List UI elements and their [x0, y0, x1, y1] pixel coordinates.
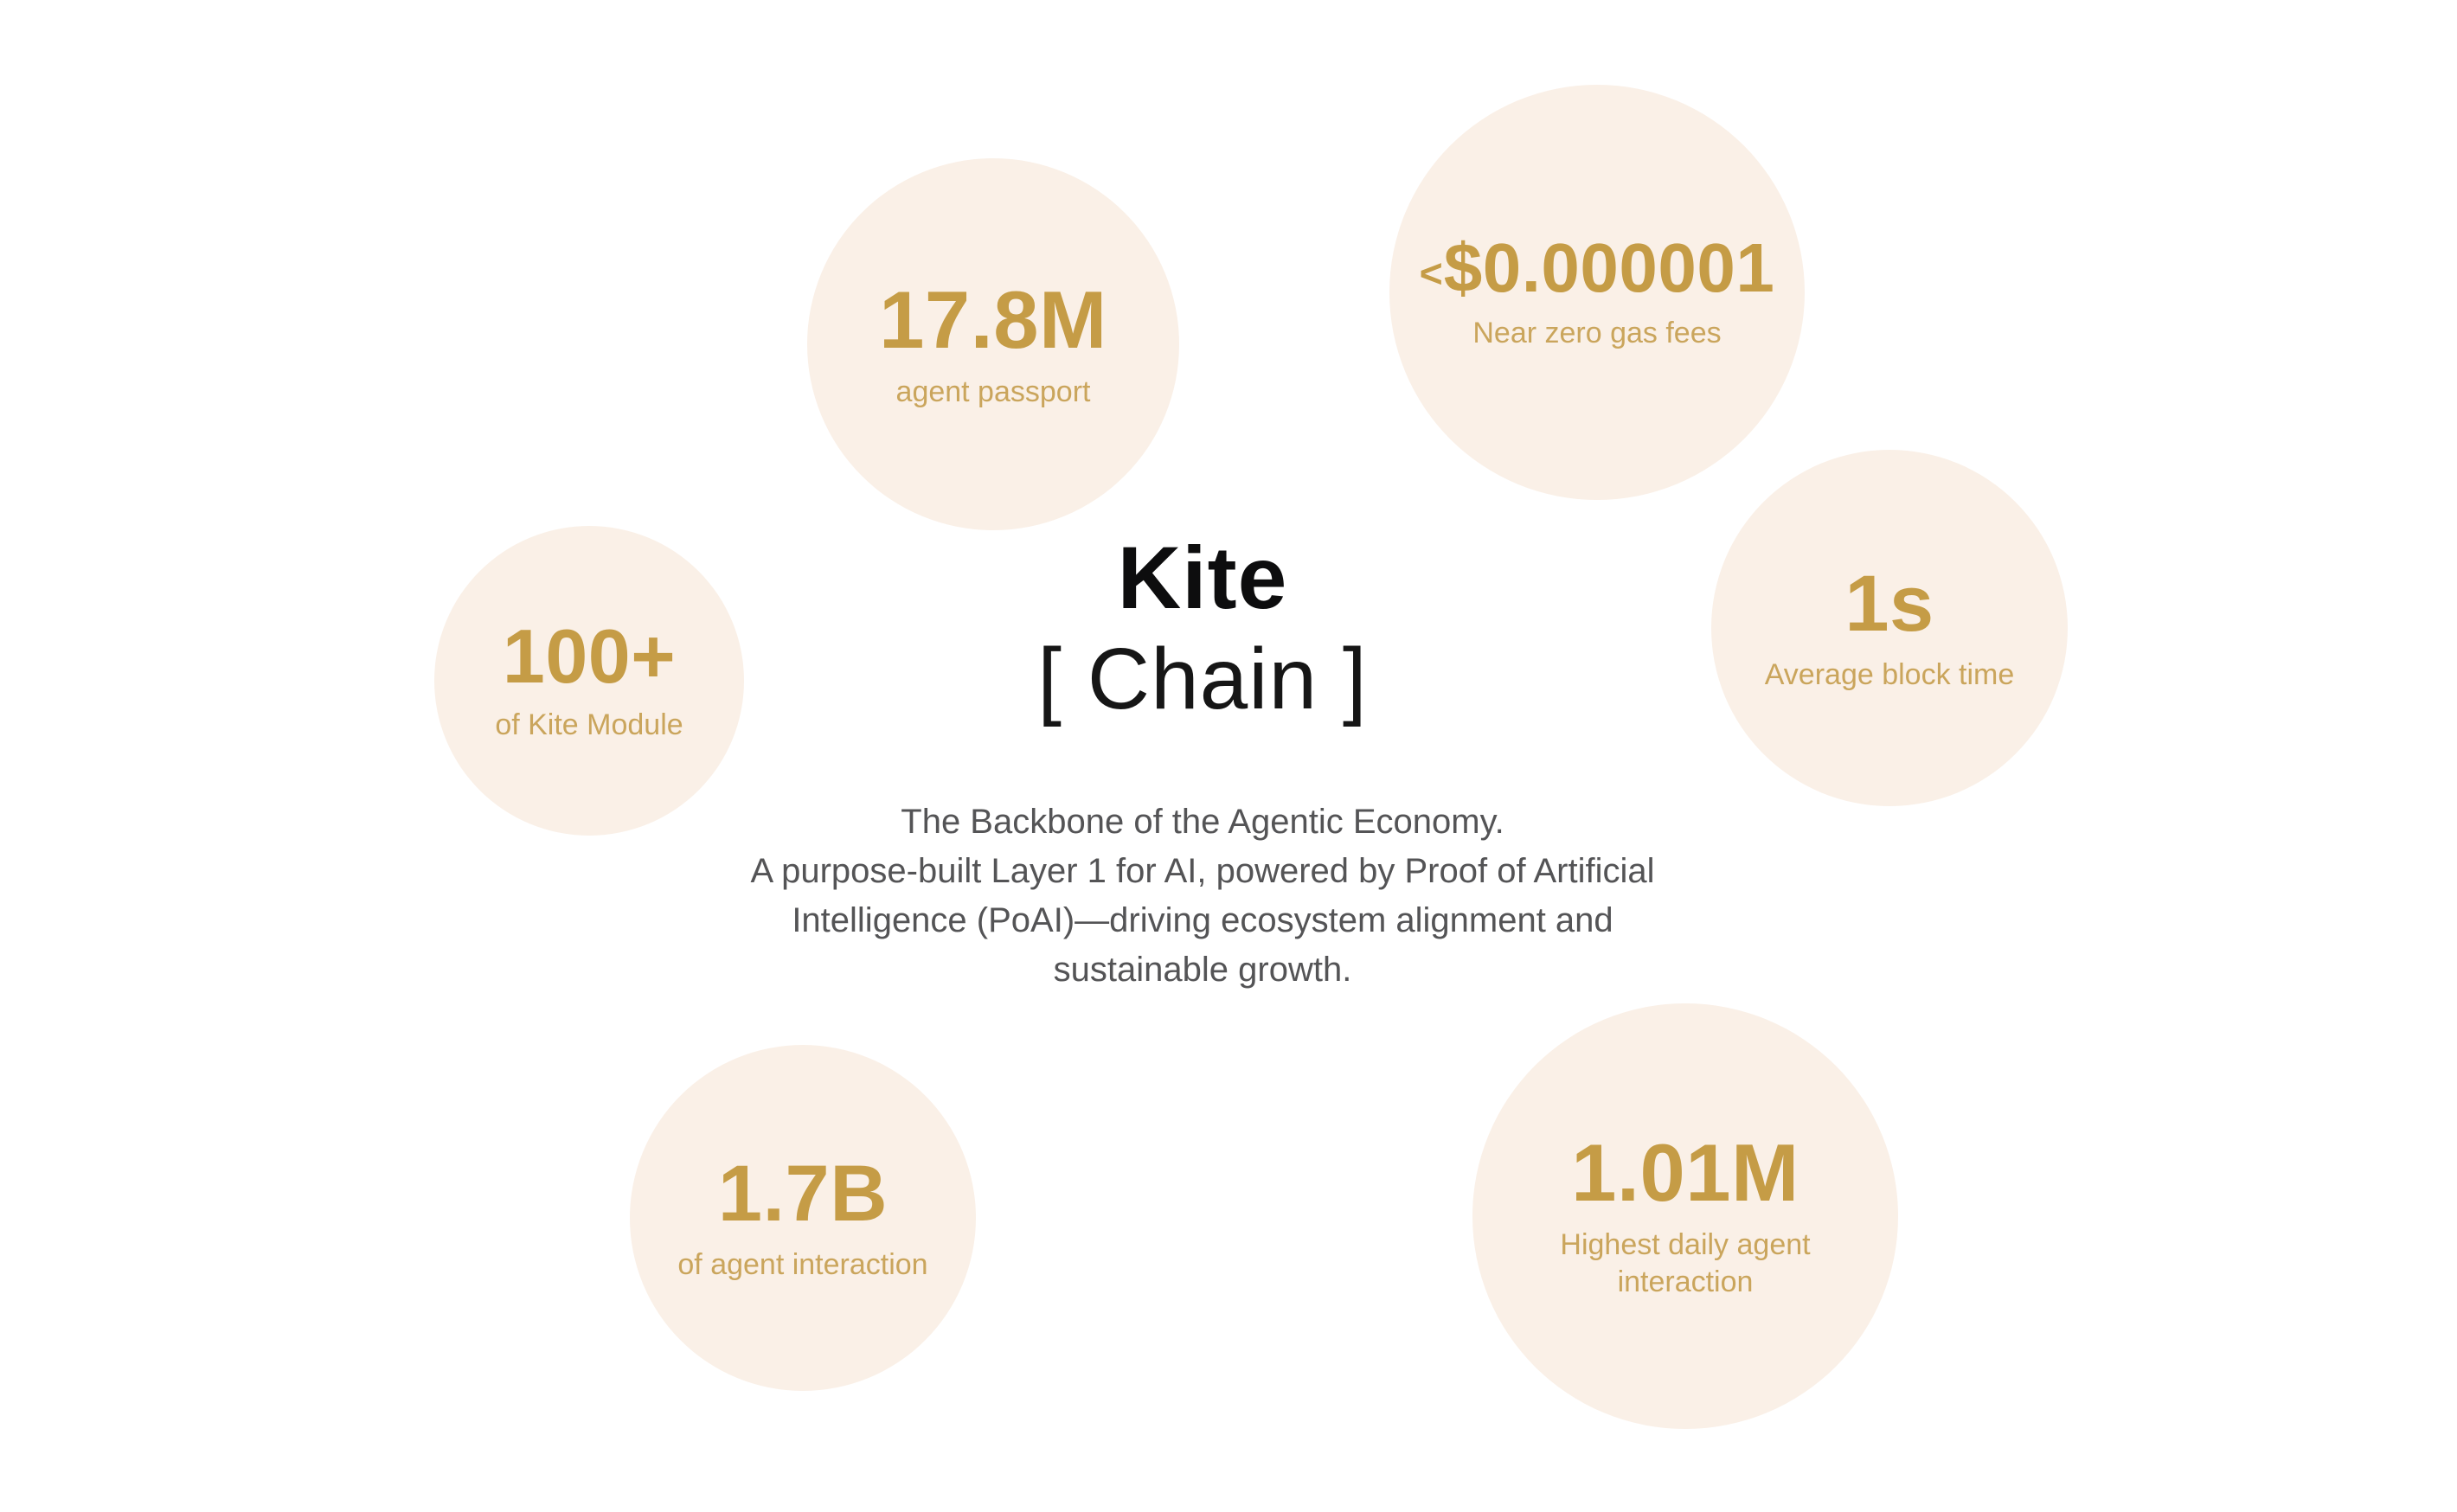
stat-value-text: $0.000001 [1443, 229, 1775, 307]
stat-label: of Kite Module [495, 708, 683, 742]
stat-value: <$0.000001 [1420, 232, 1775, 304]
description-line: Intelligence (PoAI)—driving ecosystem al… [792, 901, 1613, 940]
stat-circle-agent-interaction: 1.7B of agent interaction [630, 1045, 976, 1391]
stat-circle-kite-module: 100+ of Kite Module [434, 526, 744, 836]
description-line: The Backbone of the Agentic Economy. [901, 803, 1504, 842]
description-line: sustainable growth. [1053, 951, 1352, 990]
hero-center-block: Kite [ Chain ] The Backbone of the Agent… [640, 529, 1765, 995]
stat-value: 100+ [502, 613, 677, 700]
stat-label: Average block time [1764, 657, 2015, 691]
stat-value: 17.8M [879, 273, 1107, 365]
stat-circle-near-zero-gas-fees: <$0.000001 Near zero gas fees [1389, 85, 1805, 500]
less-than-symbol: < [1419, 250, 1443, 296]
stat-value: 1.7B [717, 1149, 888, 1238]
stat-label: agent passport [895, 375, 1091, 408]
stat-circle-average-block-time: 1s Average block time [1711, 450, 2068, 806]
page-title: Kite [1117, 529, 1288, 627]
hero-description: The Backbone of the Agentic Economy. A p… [640, 798, 1765, 995]
stat-circle-agent-passport: 17.8M agent passport [807, 158, 1179, 530]
stat-circle-highest-daily-agent-interaction: 1.01M Highest daily agent interaction [1472, 1003, 1898, 1429]
stat-value: 1.01M [1571, 1127, 1799, 1219]
stat-value: 1s [1844, 559, 1934, 648]
stat-label: Highest daily agent interaction [1560, 1227, 1811, 1299]
description-line: A purpose-built Layer 1 for AI, powered … [750, 852, 1655, 891]
stat-label: Near zero gas fees [1472, 317, 1722, 350]
stat-label: of agent interaction [677, 1247, 928, 1281]
page-subtitle: [ Chain ] [1037, 631, 1368, 728]
